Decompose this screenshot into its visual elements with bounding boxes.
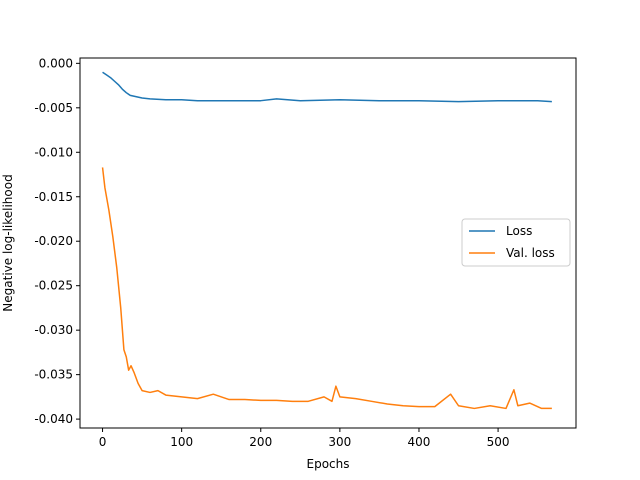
x-tick-label: 300: [328, 435, 351, 449]
y-tick-label: 0.000: [39, 56, 73, 70]
x-axis-label: Epochs: [307, 457, 350, 471]
y-tick-label: -0.010: [34, 145, 73, 159]
series-line-val-loss: [101, 167, 552, 410]
y-axis-ticks: 0.000 -0.005 -0.010 -0.015 -0.020 -0.025 -0.03…: [34, 56, 80, 426]
y-tick-label: -0.020: [34, 234, 73, 248]
legend-label: Loss: [506, 224, 532, 238]
x-tick-label: 400: [408, 435, 431, 449]
x-axis-ticks: 0 100 200 300 400 500: [99, 428, 510, 449]
y-tick-label: -0.030: [34, 323, 73, 337]
y-tick-label: -0.025: [34, 279, 73, 293]
legend-label: Val. loss: [506, 246, 555, 260]
x-tick-label: 200: [249, 435, 272, 449]
plot-frame: [79, 57, 577, 429]
y-tick-label: -0.015: [34, 190, 73, 204]
y-tick-label: -0.005: [34, 101, 73, 115]
x-tick-label: 100: [170, 435, 193, 449]
series-line-loss: [102, 71, 552, 103]
legend: Loss Val. loss: [461, 218, 571, 267]
y-axis-label: Negative log-likelihood: [1, 174, 15, 311]
y-tick-label: -0.035: [34, 368, 73, 382]
y-tick-label: -0.040: [34, 412, 73, 426]
series-layer: [101, 71, 552, 410]
x-tick-label: 0: [99, 435, 107, 449]
x-tick-label: 500: [487, 435, 510, 449]
